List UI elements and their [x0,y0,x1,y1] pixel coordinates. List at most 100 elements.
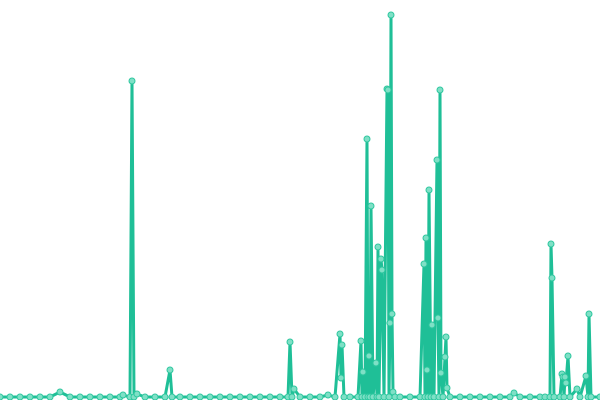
data-point [576,393,584,400]
data-point [133,390,141,398]
data-point [186,393,194,400]
data-point [236,393,244,400]
data-point [442,333,450,341]
data-point [46,393,54,400]
data-point [128,77,136,85]
data-point [206,393,214,400]
data-point [324,391,332,399]
data-point [286,338,294,346]
data-point [434,314,442,322]
data-point [338,341,346,349]
data-point [420,260,428,268]
data-point [337,374,345,382]
data-point [566,393,574,400]
data-point [526,393,534,400]
data-point [336,330,344,338]
series-markers [0,11,600,400]
data-point [26,393,34,400]
data-point [340,393,348,400]
data-point [246,393,254,400]
data-point [516,393,524,400]
data-point [296,393,304,400]
data-point [386,319,394,327]
data-point [56,388,64,396]
data-point [436,86,444,94]
data-point [106,393,114,400]
data-point [226,393,234,400]
data-point [0,393,4,400]
data-point [564,352,572,360]
data-point [456,393,464,400]
data-point [346,393,354,400]
data-point [168,393,176,400]
data-point [433,156,441,164]
data-point [550,393,558,400]
data-point [377,255,385,263]
data-point [196,393,204,400]
data-point [141,393,149,400]
data-point [406,393,414,400]
data-point [6,393,14,400]
data-point [331,393,339,400]
data-point [357,337,365,345]
data-point [66,393,74,400]
data-point [161,393,169,400]
data-point [359,368,367,376]
data-point [439,393,447,400]
data-point [216,393,224,400]
data-point [428,321,436,329]
data-point [387,11,395,19]
data-point [510,389,518,397]
data-point [396,393,404,400]
data-point [585,310,593,318]
data-point [367,202,375,210]
data-point [151,393,159,400]
data-point [290,385,298,393]
data-point [423,366,431,374]
data-point [506,393,514,400]
data-point [119,391,127,399]
data-point [496,393,504,400]
data-point [441,353,449,361]
data-point [425,186,433,194]
data-point [166,366,174,374]
data-point [548,274,556,282]
data-point [378,266,386,274]
data-point [256,393,264,400]
data-point [560,393,568,400]
data-point [596,393,600,400]
data-point [573,385,581,393]
data-point [365,352,373,360]
data-point [306,393,314,400]
data-point [372,359,380,367]
data-point [176,393,184,400]
data-point [582,372,590,380]
data-point [96,393,104,400]
data-point [384,86,392,94]
series-lines [0,13,600,399]
data-point [466,393,474,400]
data-point [388,310,396,318]
data-point [547,240,555,248]
data-point [276,393,284,400]
data-point [561,373,569,381]
data-point [562,379,570,387]
series-line [0,13,600,399]
data-point [587,393,595,400]
data-point [363,135,371,143]
data-point [476,393,484,400]
data-point [443,384,451,392]
data-point [288,393,296,400]
data-point [486,393,494,400]
data-point [266,393,274,400]
data-point [76,393,84,400]
data-point [437,369,445,377]
data-point [36,393,44,400]
data-point [316,393,324,400]
data-point [446,393,454,400]
data-point [16,393,24,400]
data-point [86,393,94,400]
data-point [422,234,430,242]
data-point [374,243,382,251]
